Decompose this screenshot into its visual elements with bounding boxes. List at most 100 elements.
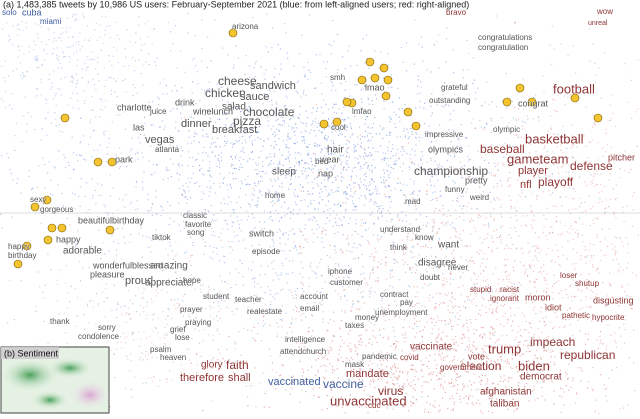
dot [385,278,387,280]
dot [193,140,195,142]
dot [549,361,551,363]
dot [477,275,479,277]
dot [395,114,397,116]
dot [60,78,62,80]
dot [380,176,382,179]
dot [371,211,373,213]
dot [235,283,237,286]
dot [49,73,51,75]
dot [59,130,61,132]
dot [403,337,405,339]
dot [41,41,43,43]
dot [48,78,50,81]
dot [451,339,453,341]
dot [354,190,357,192]
dot [596,339,598,341]
dot [245,128,247,130]
dot [382,337,384,339]
dot [388,177,390,179]
dot [184,117,186,119]
dot [270,163,272,165]
dot [471,367,473,369]
dot [609,272,611,274]
dot [385,179,387,182]
dot [546,253,548,255]
dot [88,143,90,145]
dot [72,192,74,194]
dot [395,345,397,347]
dot [578,289,580,291]
dot [203,193,205,195]
dot [259,138,261,140]
dot [380,145,382,147]
dot [385,257,387,259]
dot [492,309,494,311]
dot [586,306,588,308]
dot [612,188,614,190]
dot [324,155,326,157]
dot [483,252,485,255]
dot [393,343,395,345]
dot [506,131,508,133]
dot [224,202,226,205]
dot [496,186,498,188]
dot [581,234,583,236]
dot [271,171,273,173]
dot [626,205,628,207]
dot [70,285,72,287]
dot [610,316,612,318]
dot [334,153,336,155]
dot [416,302,418,304]
dot [386,357,388,359]
dot [557,234,559,236]
dot [543,90,545,93]
dot [511,295,513,297]
dot [569,227,571,229]
dot [147,36,149,38]
dot [478,253,480,255]
dot [342,202,344,204]
dot [272,125,274,127]
dot [508,278,510,280]
dot [249,206,251,208]
dot [298,162,300,164]
dot [429,151,432,153]
dot [398,157,400,159]
dot [456,200,458,202]
dot [516,365,518,367]
dot [471,402,473,404]
dot [343,276,345,279]
dot [393,111,395,113]
dot [307,153,309,155]
dot [471,300,473,303]
dot [296,82,298,84]
dot [511,367,513,370]
dot [429,180,431,183]
dot [299,401,301,403]
dot [159,379,161,381]
dot [214,192,216,194]
dot [261,340,263,342]
dot [513,283,516,285]
dot [543,277,545,279]
dot [190,255,192,257]
dot [530,224,532,226]
dot [145,318,147,320]
dot [410,405,412,407]
dot [342,125,344,127]
dot [280,250,282,252]
dot [247,175,249,177]
dot [480,379,482,381]
dot [55,40,57,42]
dot [273,242,275,244]
dot [277,311,279,314]
dot [275,192,277,194]
dot [525,351,528,353]
dot [285,312,287,314]
dot [349,195,352,197]
dot [469,299,471,301]
dot [347,198,349,200]
dot [467,329,469,332]
dot [396,383,398,385]
dot [199,100,201,102]
